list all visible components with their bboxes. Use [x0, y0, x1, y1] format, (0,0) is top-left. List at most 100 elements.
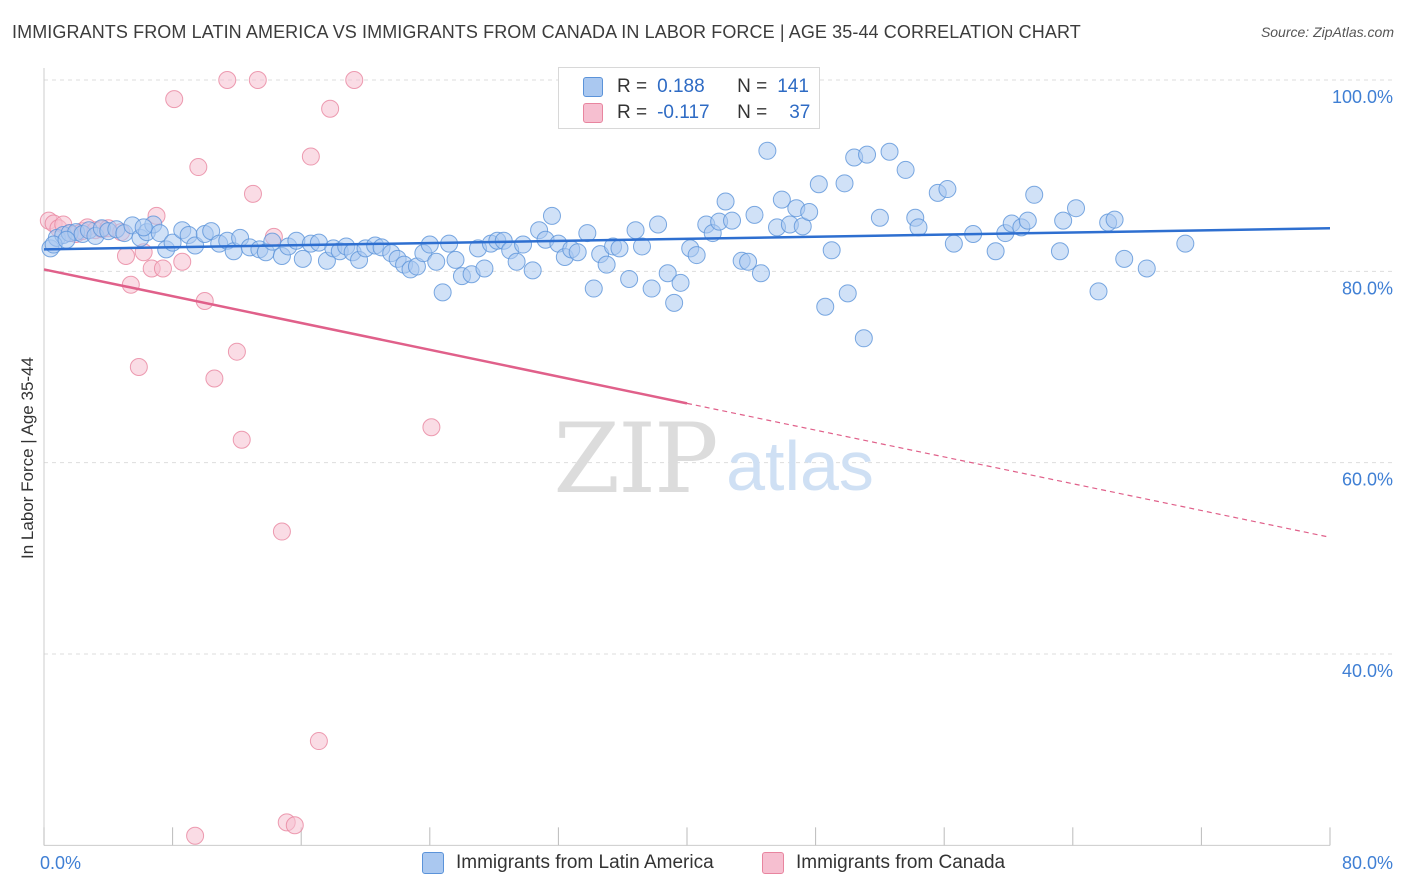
point-latin: [665, 293, 684, 312]
legend-item-canada[interactable]: Immigrants from Canada: [762, 852, 1005, 874]
point-latin: [568, 243, 587, 262]
point-latin: [1018, 211, 1037, 230]
legend-n-value: 141: [777, 76, 809, 97]
point-canada: [272, 522, 291, 541]
point-latin: [293, 249, 312, 268]
point-canada: [129, 358, 148, 376]
point-latin: [626, 221, 645, 240]
legend-n-label: N =: [737, 76, 768, 97]
point-canada: [345, 71, 364, 89]
point-latin: [134, 218, 153, 237]
watermark-atlas: atlas: [726, 427, 874, 505]
point-latin: [896, 160, 915, 179]
trend-layer: [43, 227, 1331, 538]
point-latin: [1050, 242, 1069, 261]
point-latin: [150, 224, 169, 243]
point-latin: [658, 264, 677, 283]
legend-item-latin[interactable]: Immigrants from Latin America: [422, 852, 714, 874]
point-latin: [578, 224, 597, 243]
point-canada: [186, 826, 205, 845]
point-latin: [642, 279, 661, 298]
point-latin: [671, 273, 690, 292]
point-latin: [1089, 282, 1108, 301]
point-latin: [716, 192, 735, 211]
point-latin: [620, 269, 639, 288]
point-latin: [858, 145, 877, 164]
legend-label-canada: Immigrants from Canada: [796, 852, 1006, 873]
point-latin: [649, 215, 668, 234]
watermark-zip: ZIP: [553, 403, 716, 515]
point-latin: [870, 208, 889, 227]
point-latin: [1105, 210, 1124, 229]
point-latin: [838, 284, 857, 303]
trend-line-canada-extrapolated: [686, 402, 1331, 538]
point-canada: [218, 71, 237, 89]
trend-line-latin: [43, 227, 1331, 251]
stats-legend: R = 0.188 N = 141 R = -0.117 N = 37: [558, 67, 820, 129]
point-canada: [422, 418, 441, 437]
point-latin: [880, 142, 899, 161]
point-latin: [507, 252, 526, 271]
point-latin: [723, 211, 742, 230]
point-latin: [772, 190, 791, 209]
point-latin: [542, 206, 561, 225]
point-canada: [121, 275, 140, 294]
point-latin: [475, 259, 494, 278]
point-latin: [809, 175, 828, 194]
point-latin: [835, 174, 854, 193]
point-latin: [986, 242, 1005, 261]
point-latin: [751, 264, 770, 283]
point-latin: [584, 279, 603, 298]
series-legend: Immigrants from Latin America Immigrants…: [0, 852, 1406, 878]
point-canada: [321, 99, 340, 118]
point-latin: [420, 235, 439, 254]
point-latin: [745, 205, 764, 224]
point-latin: [514, 235, 533, 254]
point-latin: [523, 261, 542, 280]
chart-title: IMMIGRANTS FROM LATIN AMERICA VS IMMIGRA…: [12, 22, 1081, 42]
x-tick-label: 80.0%: [1342, 853, 1393, 873]
legend-r-value: 0.188: [657, 76, 705, 97]
legend-row-latin: R = 0.188 N = 141: [583, 75, 809, 99]
legend-swatch-latin: [422, 852, 444, 874]
point-canada: [227, 342, 246, 361]
point-canada: [173, 252, 192, 271]
legend-row-canada: R = -0.117 N = 37: [583, 101, 810, 125]
point-latin: [854, 329, 873, 348]
x-tick-label: 0.0%: [40, 853, 81, 873]
point-latin: [1054, 211, 1073, 230]
point-canada: [153, 259, 172, 278]
point-latin: [427, 252, 446, 271]
point-canada: [301, 147, 320, 166]
point-latin: [687, 246, 706, 265]
point-latin: [610, 239, 629, 258]
point-canada: [309, 732, 328, 751]
point-latin: [816, 297, 835, 316]
point-canada: [243, 184, 262, 203]
point-canada: [165, 90, 184, 109]
label-layer: 40.0% 60.0% 80.0% 100.0% 0.0% 80.0%: [40, 87, 1393, 873]
grid-layer: [44, 79, 1392, 655]
point-canada: [205, 369, 224, 388]
point-latin: [632, 237, 651, 256]
point-latin: [1176, 234, 1195, 253]
legend-label-latin: Immigrants from Latin America: [456, 852, 714, 873]
point-canada: [285, 816, 304, 835]
point-latin: [938, 180, 957, 199]
y-tick-label: 60.0%: [1342, 470, 1393, 490]
series-canada-points: [39, 71, 441, 845]
point-canada: [116, 247, 135, 266]
legend-r-value: -0.117: [657, 102, 710, 123]
point-latin: [597, 255, 616, 274]
y-tick-label: 100.0%: [1332, 87, 1393, 107]
point-latin: [758, 141, 777, 160]
legend-swatch-canada: [762, 852, 784, 874]
series-latin-points: [41, 141, 1195, 348]
legend-r-label: R =: [617, 102, 648, 123]
point-latin: [433, 283, 452, 302]
point-latin: [1137, 259, 1156, 278]
point-canada: [248, 71, 267, 89]
point-latin: [800, 203, 819, 222]
legend-swatch-canada: [583, 103, 603, 123]
